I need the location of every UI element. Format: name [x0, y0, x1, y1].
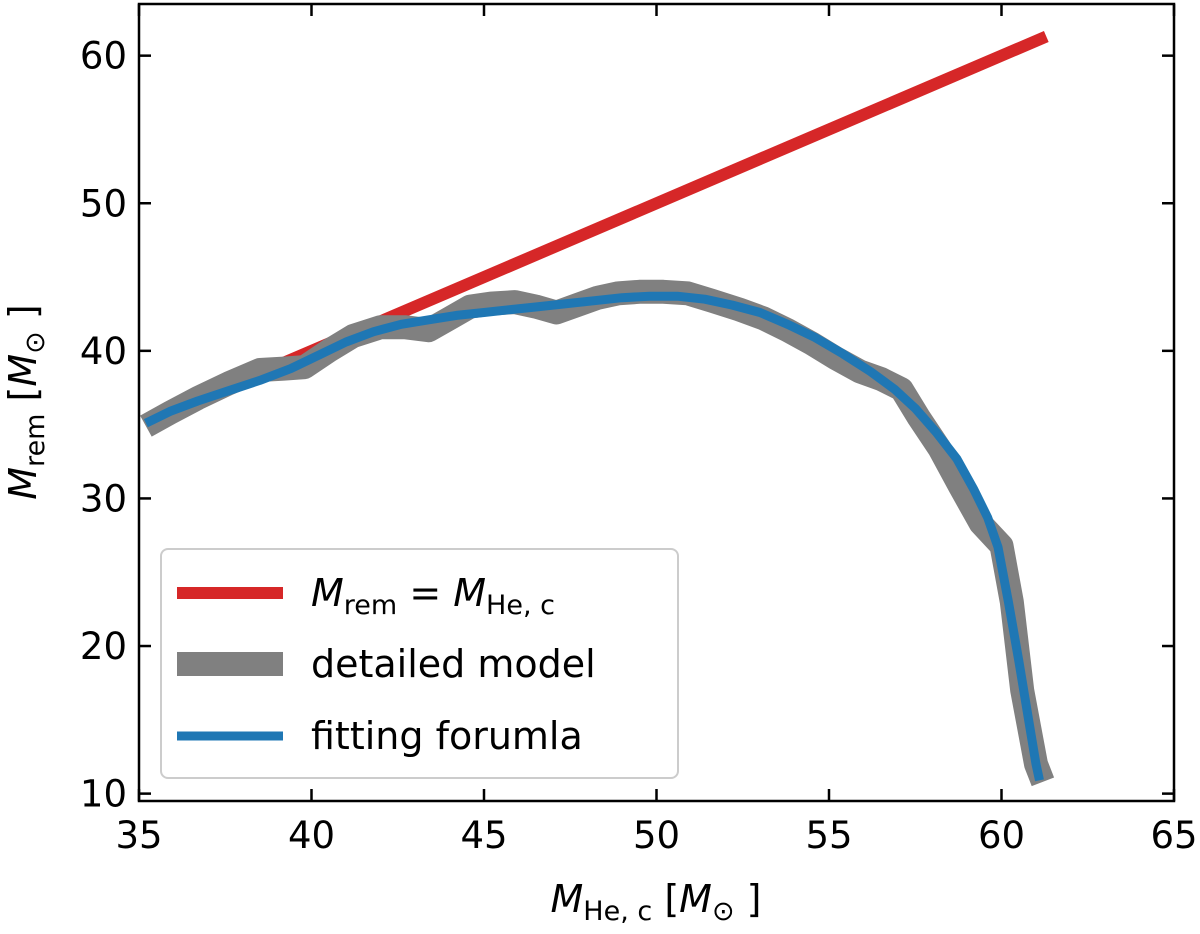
plot-frame — [137, 2, 1176, 803]
x-tick-label-4: 55 — [805, 814, 852, 857]
ticks: 35 40 45 50 55 60 65 10 20 30 40 50 60 — [80, 4, 1198, 857]
legend-identity-rhs-sub: He, c — [486, 590, 555, 621]
y-label-sub: rem — [20, 414, 51, 467]
legend-label-identity: Mrem = MHe, c — [311, 571, 555, 621]
x-label-unit-open: [ — [664, 877, 679, 921]
y-tick-label-3: 40 — [80, 330, 127, 373]
y-tick-label-2: 30 — [80, 477, 127, 520]
y-tick-label-4: 50 — [80, 182, 127, 225]
legend-identity-lhs: M — [311, 571, 344, 615]
y-axis-label: Mrem [M⊙ ] — [1, 304, 51, 499]
y-tick-label-1: 20 — [80, 625, 127, 668]
y-label-unit-symbol: M — [1, 354, 45, 387]
y-label-symbol: M — [1, 467, 45, 500]
series-line-fitting-formula — [143, 291, 1044, 782]
y-label-unit-open: [ — [1, 387, 45, 402]
x-label-sub: He, c — [583, 896, 652, 927]
x-tick-label-5: 60 — [978, 814, 1025, 857]
y-label-unit-close: ] — [1, 304, 45, 319]
x-label-unit-close: ] — [747, 877, 762, 921]
legend-label-detailed-model: detailed model — [311, 642, 596, 686]
y-label-unit-sub: ⊙ — [20, 331, 51, 354]
x-tick-label-6: 65 — [1150, 814, 1197, 857]
x-axis-label: MHe, c [M⊙ ] — [551, 877, 762, 927]
legend-label-fitting-formula: fitting forumla — [311, 714, 583, 758]
plot-lines — [140, 30, 1055, 787]
legend: Mrem = MHe, c detailed model fitting for… — [160, 548, 679, 779]
legend-identity-eq: = — [409, 571, 441, 615]
x-tick-label-3: 50 — [633, 814, 680, 857]
x-label-symbol: M — [551, 877, 584, 921]
x-tick-label-0: 35 — [115, 814, 162, 857]
y-tick-label-0: 10 — [80, 773, 127, 816]
x-tick-label-1: 40 — [288, 814, 335, 857]
x-tick-label-2: 45 — [460, 814, 507, 857]
x-label-unit-symbol: M — [679, 877, 712, 921]
y-tick-label-5: 60 — [80, 35, 127, 78]
legend-identity-lhs-sub: rem — [344, 590, 397, 621]
legend-frame — [160, 548, 679, 779]
x-label-unit-sub: ⊙ — [712, 896, 735, 927]
legend-identity-rhs: M — [453, 571, 486, 615]
